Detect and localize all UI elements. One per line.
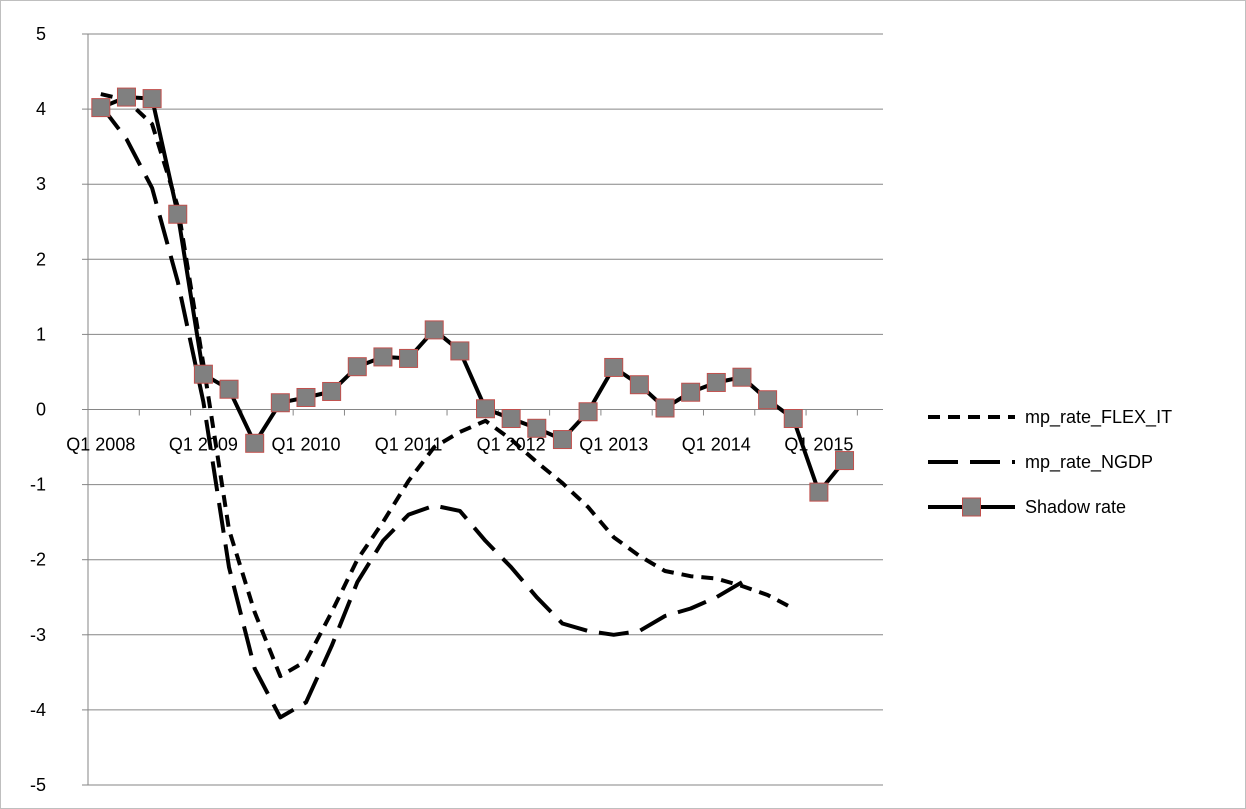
series-line-shadow-rate xyxy=(100,95,847,495)
shadow-rate-marker xyxy=(399,348,419,368)
shadow-rate-marker xyxy=(527,418,547,438)
shadow-rate-marker xyxy=(91,98,111,118)
shadow-rate-marker xyxy=(347,357,367,377)
shadow-rate-marker xyxy=(219,379,239,399)
series-line-mp-rate-ngdp xyxy=(99,104,744,720)
shadow-rate-marker xyxy=(552,430,572,450)
shadow-rate-marker xyxy=(142,89,162,109)
legend-label: mp_rate_FLEX_IT xyxy=(1025,407,1172,428)
y-tick-label: 3 xyxy=(36,174,46,194)
y-tick-label: 5 xyxy=(36,24,46,44)
y-tick-label: 4 xyxy=(36,99,46,119)
shadow-rate-marker xyxy=(655,398,675,418)
shadow-rate-marker xyxy=(116,87,136,107)
shadow-rate-marker xyxy=(168,204,188,224)
y-tick-label: -4 xyxy=(30,700,46,720)
series-line-mp-rate-flex-it xyxy=(100,92,795,679)
x-tick-label: Q1 2011 xyxy=(375,435,443,455)
shadow-rate-marker xyxy=(783,409,803,429)
shadow-rate-marker xyxy=(270,393,290,413)
legend-label: Shadow rate xyxy=(1025,497,1126,517)
x-tick-label: Q1 2010 xyxy=(271,435,340,455)
shadow-rate-marker xyxy=(604,357,624,377)
y-tick-label: 0 xyxy=(36,400,46,420)
shadow-rate-marker xyxy=(373,347,393,367)
y-tick-label: -1 xyxy=(30,475,46,495)
shadow-rate-marker xyxy=(681,382,701,402)
shadow-rate-marker xyxy=(809,482,829,502)
y-tick-label: -3 xyxy=(30,625,46,645)
shadow-rate-marker xyxy=(476,399,495,419)
x-tick-label: Q1 2014 xyxy=(682,435,751,455)
x-tick-label: Q1 2008 xyxy=(66,435,135,455)
shadow-rate-marker xyxy=(501,409,521,429)
shadow-rate-marker xyxy=(629,375,649,395)
shadow-rate-marker xyxy=(424,320,444,340)
shadow-rate-marker xyxy=(732,367,752,387)
legend-marker xyxy=(962,497,981,517)
x-tick-label: Q1 2009 xyxy=(169,435,238,455)
y-tick-label: 1 xyxy=(36,324,46,344)
shadow-rate-marker xyxy=(322,381,342,401)
shadow-rate-marker xyxy=(450,341,470,361)
shadow-rate-marker xyxy=(578,402,598,422)
y-tick-label: -5 xyxy=(30,775,46,795)
shadow-rate-marker xyxy=(835,451,855,471)
shadow-rate-marker xyxy=(193,364,213,384)
y-tick-label: 2 xyxy=(36,249,46,269)
shadow-rate-marker xyxy=(706,372,726,392)
x-tick-label: Q1 2013 xyxy=(579,435,648,455)
y-tick-label: -2 xyxy=(30,550,46,570)
shadow-rate-marker xyxy=(296,387,316,407)
shadow-rate-marker xyxy=(245,433,265,453)
shadow-rate-marker xyxy=(758,390,778,410)
legend-label: mp_rate_NGDP xyxy=(1025,452,1153,473)
x-tick-label: Q1 2012 xyxy=(477,435,546,455)
